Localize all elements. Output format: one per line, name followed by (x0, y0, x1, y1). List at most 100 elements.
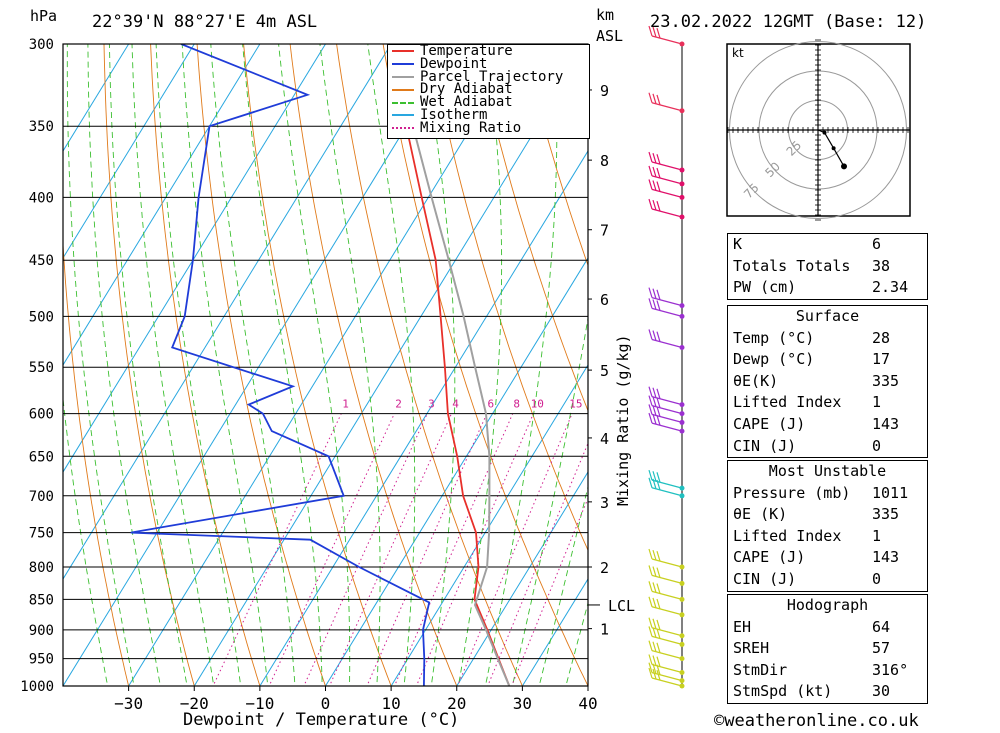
wind-barb-flag (652, 152, 657, 164)
index-name: StmSpd (kt) (733, 682, 833, 701)
hodograph-table: Hodograph EH 64 SREH 57 StmDir 316° StmSpd (kt… (727, 594, 928, 704)
wind-barb (648, 581, 685, 602)
pressure-tick-label: 450 (29, 253, 54, 269)
dry-adiabat-line (196, 44, 326, 686)
km-tick-label: 4 (600, 430, 609, 448)
legend-swatch (392, 127, 414, 130)
wind-barb-flag (652, 199, 657, 211)
wet-adiabat-line (210, 44, 296, 686)
wind-barb-flag (648, 329, 653, 340)
wind-barb-flag (652, 618, 657, 629)
wind-barb-flag (656, 479, 661, 491)
wind-barb-shaft (651, 396, 683, 406)
legend-swatch (392, 50, 414, 53)
wind-barb-shaft (651, 188, 683, 199)
index-name: Dewp (°C) (733, 350, 815, 369)
km-tick-label: 7 (600, 222, 609, 240)
index-name: θE (K) (733, 505, 788, 524)
index-row: StmSpd (kt) 30 (728, 681, 927, 703)
wind-barb-shaft (651, 677, 683, 687)
mixing-ratio-label: 3 (428, 398, 435, 411)
mixing-ratio-line (393, 413, 514, 686)
wind-barb-shaft (651, 650, 683, 660)
wet-adiabat-line (131, 44, 215, 686)
index-value: 28 (872, 328, 891, 347)
wind-barb-flag (652, 655, 657, 666)
index-name: Totals Totals (733, 256, 851, 275)
wind-barb-flag (652, 387, 657, 398)
wind-barb-shaft (651, 479, 683, 489)
index-name: SREH (733, 639, 770, 658)
index-row: EH 64 (728, 617, 927, 639)
index-row: SREH 57 (728, 638, 927, 660)
index-name: CAPE (J) (733, 414, 806, 433)
wind-barb-flag (656, 167, 661, 179)
wind-barb-flag (656, 397, 661, 408)
legend-label: Mixing Ratio (420, 119, 522, 136)
wind-barb (648, 565, 685, 586)
index-value: 335 (872, 505, 900, 524)
wind-barb-flag (648, 198, 653, 210)
wind-barb-flag (656, 619, 661, 631)
wind-barb-flag (656, 201, 661, 212)
wind-barb (648, 198, 685, 220)
wind-barbs (648, 25, 685, 689)
surface-table: Surface Temp (°C) 28 Dewp (°C) 17 θE(K) 335 Li… (727, 305, 928, 459)
wind-barb-shaft (651, 635, 683, 646)
wind-barb-flag (652, 26, 657, 38)
index-value: 57 (872, 639, 891, 658)
wind-barb-flag (656, 415, 661, 426)
isotherm-line (63, 44, 458, 686)
index-row: θE(K) 335 (728, 371, 927, 393)
wet-adiabat-lines (63, 44, 588, 686)
mixing-ratio-label: 15 (569, 398, 582, 411)
index-name: CIN (J) (733, 436, 797, 455)
wet-adiabat-line (66, 44, 135, 686)
wind-barb-shaft (651, 487, 683, 497)
mixing-ratio-label: 20 (598, 398, 611, 411)
wind-barb-flag (648, 404, 653, 415)
index-value: 143 (872, 548, 900, 567)
pressure-tick-label: 400 (29, 190, 54, 206)
x-tick-label: −30 (114, 694, 143, 713)
wind-barb-flag (648, 581, 653, 592)
isotherm-line (193, 44, 588, 686)
wind-barb-flag (656, 664, 661, 676)
wet-adiabat-line (565, 601, 588, 686)
wind-barb-flag (648, 617, 653, 628)
index-value: 143 (872, 414, 900, 433)
asl-axis-unit: ASL (596, 27, 624, 45)
wind-barb-flag (652, 663, 657, 674)
mixing-ratio-lines: 1 2 3 4 6 8 10 15 20 25 (212, 398, 611, 686)
index-row: Dewp (°C) 17 (728, 349, 927, 371)
dry-adiabat-line (243, 44, 392, 686)
lcl-label: LCL (608, 597, 635, 615)
dry-adiabat-lines (63, 44, 588, 686)
km-tick-label: 9 (600, 82, 609, 100)
copyright-link[interactable]: ©weatheronline.co.uk (714, 711, 919, 731)
x-tick-label: 0 (321, 694, 331, 713)
mixing-ratio-label: 2 (395, 398, 402, 411)
wind-barb-flag (656, 472, 661, 483)
surface-title: Surface (795, 307, 860, 325)
wind-barb-flag (656, 181, 661, 192)
km-tick-label: 3 (600, 494, 609, 512)
wind-barb-flag (656, 289, 661, 300)
wind-barb-flag (656, 670, 661, 681)
wind-barb-flag (652, 627, 657, 638)
wind-barb-flag (652, 641, 657, 652)
index-value: 6 (872, 235, 882, 253)
most-unstable-title: Most Unstable (768, 462, 887, 480)
index-value: 1 (872, 526, 882, 545)
wind-barb-flag (656, 94, 661, 106)
legend-item: Temperature (388, 44, 589, 58)
x-tick-label: 20 (447, 694, 466, 713)
wind-barb-shaft (651, 663, 683, 674)
legend-swatch (392, 63, 414, 66)
hodograph-trace (817, 129, 845, 167)
isotherm-line (456, 471, 588, 686)
wind-barb-flag (652, 471, 657, 482)
wind-barb-flag (652, 597, 657, 609)
wind-barb-flag (652, 93, 657, 105)
